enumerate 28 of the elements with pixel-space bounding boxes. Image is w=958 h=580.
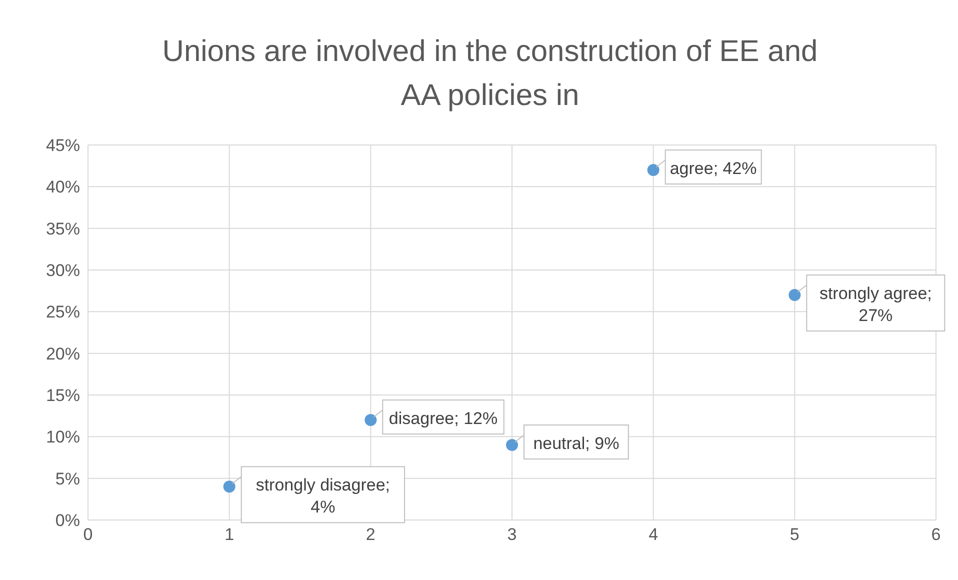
y-tick-label: 0% [55,511,80,530]
data-label: neutral; 9% [533,434,620,453]
x-tick-label: 3 [507,525,517,544]
y-tick-label: 25% [46,302,80,322]
x-tick-label: 5 [790,525,800,544]
y-tick-label: 35% [46,219,80,238]
x-tick-label: 6 [931,525,941,544]
x-tick-label: 2 [366,525,376,544]
y-tick-label: 45% [46,136,80,156]
x-tick-label: 0 [83,525,93,544]
y-tick-label: 20% [46,344,80,364]
point [506,439,518,451]
data-label: agree; 42% [670,159,757,178]
point [364,414,377,426]
data-label: strongly disagree; 4% [256,476,390,517]
y-tick-label: 15% [46,386,80,406]
y-tick-label: 10% [46,428,80,447]
point [788,289,801,301]
point [223,480,236,493]
y-tick-label: 30% [46,261,80,280]
point [647,164,660,176]
y-tick-label: 40% [46,178,80,197]
y-tick-label: 5% [55,469,80,488]
data-label: strongly agree; 27% [819,284,932,325]
data-label: disagree; 12% [388,409,498,428]
x-tick-label: 4 [648,525,658,544]
x-tick-label: 1 [224,525,234,544]
chart-title: Unions are involved in the construction of EE and AA policies in [161,34,819,114]
